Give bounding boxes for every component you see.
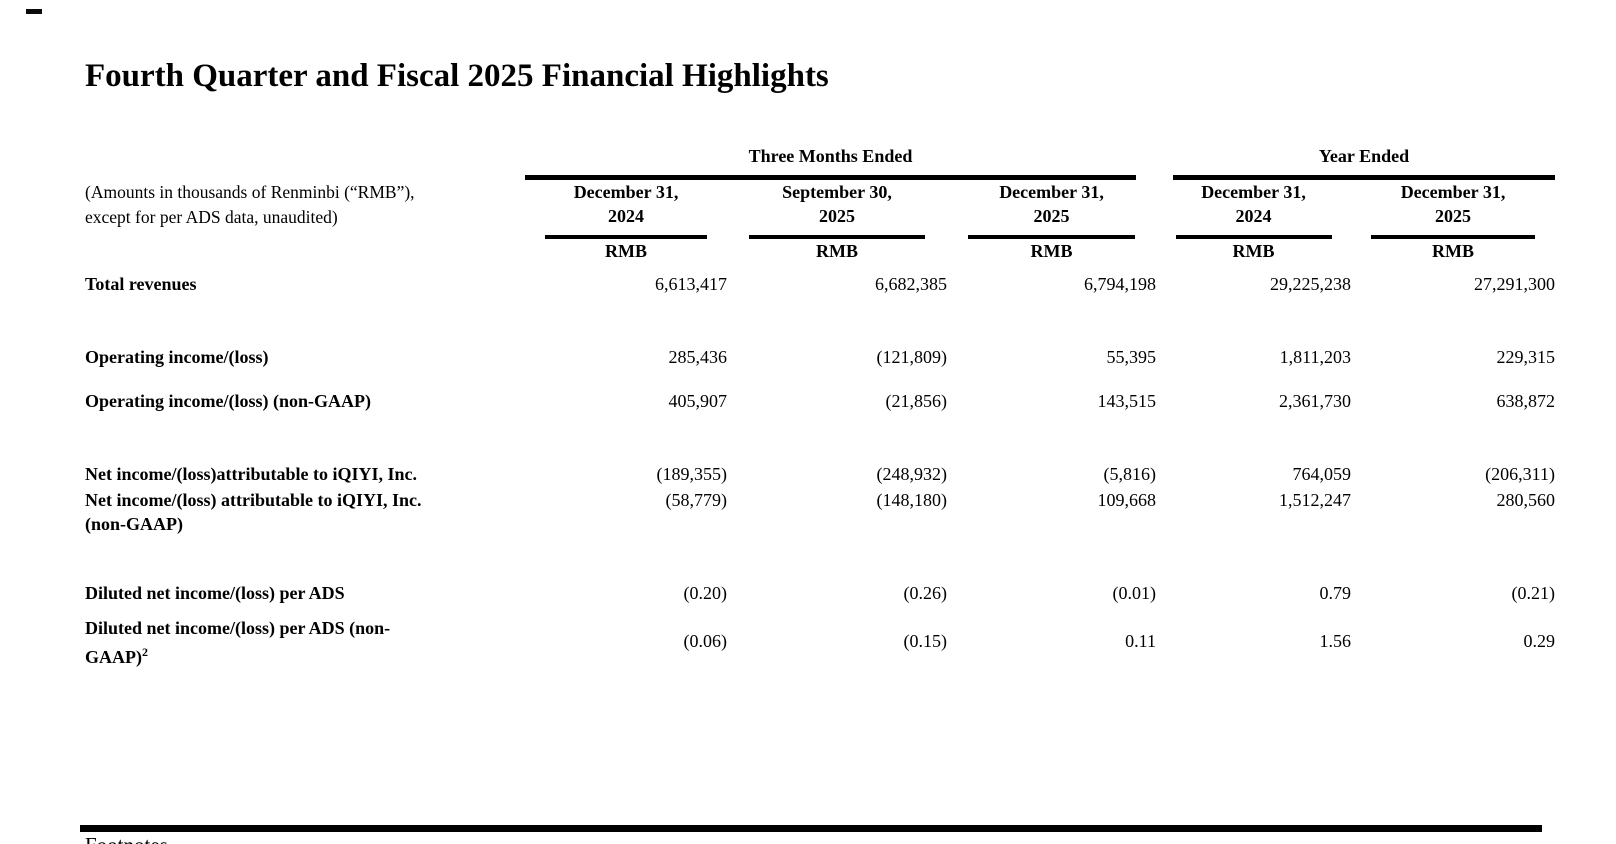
row-label-cell: Net income/(loss) attributable to iQIYI,… (85, 486, 525, 536)
col-date-header: December 31, (1201, 182, 1306, 202)
row-label-cell: Operating income/(loss) (non-GAAP) (85, 369, 525, 413)
row-label: Operating income/(loss) (85, 347, 269, 367)
cell-value: 55,395 (1106, 347, 1157, 367)
row-label: Diluted net income/(loss) per ADS (non-G… (85, 616, 435, 669)
table-row: Net income/(loss) attributable to iQIYI,… (85, 486, 1555, 536)
table-row: Net income/(loss)attributable to iQIYI, … (85, 413, 1555, 486)
row-label-cell: Diluted net income/(loss) per ADS (non-G… (85, 605, 525, 669)
row-label-text: Diluted net income/(loss) per ADS (non-G… (85, 618, 391, 667)
row-label-cell: Net income/(loss)attributable to iQIYI, … (85, 413, 525, 486)
cell-value: (58,779) (665, 490, 728, 510)
cell-value: (0.21) (1511, 583, 1556, 603)
col-year-header: 2025 (947, 204, 1156, 239)
page-corner-mark (26, 9, 42, 14)
cell-value: 143,515 (1097, 391, 1157, 411)
cell-value: (21,856) (885, 391, 948, 411)
col-year-label: 2024 (545, 204, 707, 239)
table-row: Operating income/(loss) 285,436 (121,809… (85, 296, 1555, 369)
cell-value: (0.06) (683, 631, 728, 651)
row-label-cell: Operating income/(loss) (85, 296, 525, 369)
cell-value: 1,811,203 (1279, 347, 1351, 367)
cell-value: (5,816) (1103, 464, 1157, 484)
spacer-cell (85, 239, 525, 263)
cell-value: (206,311) (1485, 464, 1555, 484)
cell-value: 638,872 (1496, 391, 1556, 411)
row-label: Diluted net income/(loss) per ADS (85, 583, 345, 603)
col-year-label: 2025 (749, 204, 925, 239)
col-year-label: 2024 (1175, 204, 1332, 239)
col-currency-header: RMB (1432, 241, 1474, 261)
col-currency-header: RMB (1030, 241, 1073, 261)
row-label: Net income/(loss)attributable to iQIYI, … (85, 464, 417, 484)
cell-value: 29,225,238 (1270, 274, 1351, 294)
col-date-header: December 31, (1400, 182, 1506, 202)
footnote-reference: 2 (142, 645, 148, 659)
group-header-three-months-label: Three Months Ended (525, 140, 1136, 180)
cell-value: 6,682,385 (875, 274, 947, 294)
table-caption-cell: (Amounts in thousands of Renminbi (“RMB”… (85, 180, 525, 239)
col-year-label: 2025 (967, 204, 1136, 239)
col-year-label: 2025 (1371, 204, 1535, 239)
group-header-row: Three Months Ended Year Ended (85, 140, 1555, 180)
spacer-cell (85, 140, 525, 180)
table-caption: (Amounts in thousands of Renminbi (“RMB”… (85, 182, 415, 227)
cell-value: 285,436 (668, 347, 728, 367)
col-year-header: 2025 (1351, 204, 1555, 239)
col-year-header: 2024 (525, 204, 727, 239)
group-header-three-months: Three Months Ended (525, 140, 1156, 180)
cell-value: (0.01) (1112, 583, 1157, 603)
cell-value: (189,355) (656, 464, 728, 484)
cell-value: (248,932) (876, 464, 948, 484)
year-header-row: 2024 2025 2025 2024 2025 (85, 204, 1555, 239)
group-header-year-ended: Year Ended (1156, 140, 1555, 180)
cell-value: 0.11 (1125, 631, 1156, 651)
cell-value: (0.20) (683, 583, 728, 603)
cell-value: 1.56 (1319, 631, 1352, 651)
date-header-row: (Amounts in thousands of Renminbi (“RMB”… (85, 180, 1555, 227)
cell-value: 0.29 (1523, 631, 1556, 651)
col-date-header: September 30, (782, 182, 892, 202)
footnotes-label: Footnotes (85, 833, 168, 844)
cell-value: 1,512,247 (1279, 490, 1351, 510)
table-row: Diluted net income/(loss) per ADS (non-G… (85, 605, 1555, 669)
col-year-header: 2024 (1156, 204, 1351, 239)
financial-highlights-table: Three Months Ended Year Ended (Amounts i… (85, 140, 1555, 669)
cell-value: 229,315 (1496, 347, 1556, 367)
cell-value: (0.26) (903, 583, 948, 603)
row-label: Operating income/(loss) (non-GAAP) (85, 391, 371, 411)
cell-value: 2,361,730 (1279, 391, 1351, 411)
cell-value: (121,809) (876, 347, 948, 367)
cell-value: 6,794,198 (1084, 274, 1156, 294)
cell-value: 27,291,300 (1474, 274, 1555, 294)
col-currency-header: RMB (816, 241, 858, 261)
group-header-year-ended-label: Year Ended (1173, 140, 1555, 180)
cell-value: 109,668 (1097, 490, 1157, 510)
page-title: Fourth Quarter and Fiscal 2025 Financial… (85, 58, 829, 95)
currency-row: RMB RMB RMB RMB RMB (85, 239, 1555, 263)
col-year-header: 2025 (727, 204, 947, 239)
cell-value: 6,613,417 (655, 274, 727, 294)
row-label: Net income/(loss) attributable to iQIYI,… (85, 490, 422, 534)
col-date-header: December 31, (999, 182, 1104, 202)
table-row: Operating income/(loss) (non-GAAP) 405,9… (85, 369, 1555, 413)
col-date-header: December 31, (573, 182, 679, 202)
col-currency-header: RMB (605, 241, 647, 261)
cell-value: (0.15) (903, 631, 948, 651)
cell-value: 405,907 (668, 391, 728, 411)
table-row: Total revenues 6,613,417 6,682,385 6,794… (85, 263, 1555, 296)
col-currency-header: RMB (1232, 241, 1275, 261)
cell-value: 764,059 (1292, 464, 1352, 484)
cell-value: 280,560 (1496, 490, 1556, 510)
cell-value: 0.79 (1319, 583, 1352, 603)
section-divider-rule (80, 825, 1542, 832)
table-row: Diluted net income/(loss) per ADS (0.20)… (85, 536, 1555, 605)
cell-value: (148,180) (876, 490, 948, 510)
row-label: Total revenues (85, 274, 197, 294)
row-label-cell: Diluted net income/(loss) per ADS (85, 536, 525, 605)
row-label-cell: Total revenues (85, 263, 525, 296)
